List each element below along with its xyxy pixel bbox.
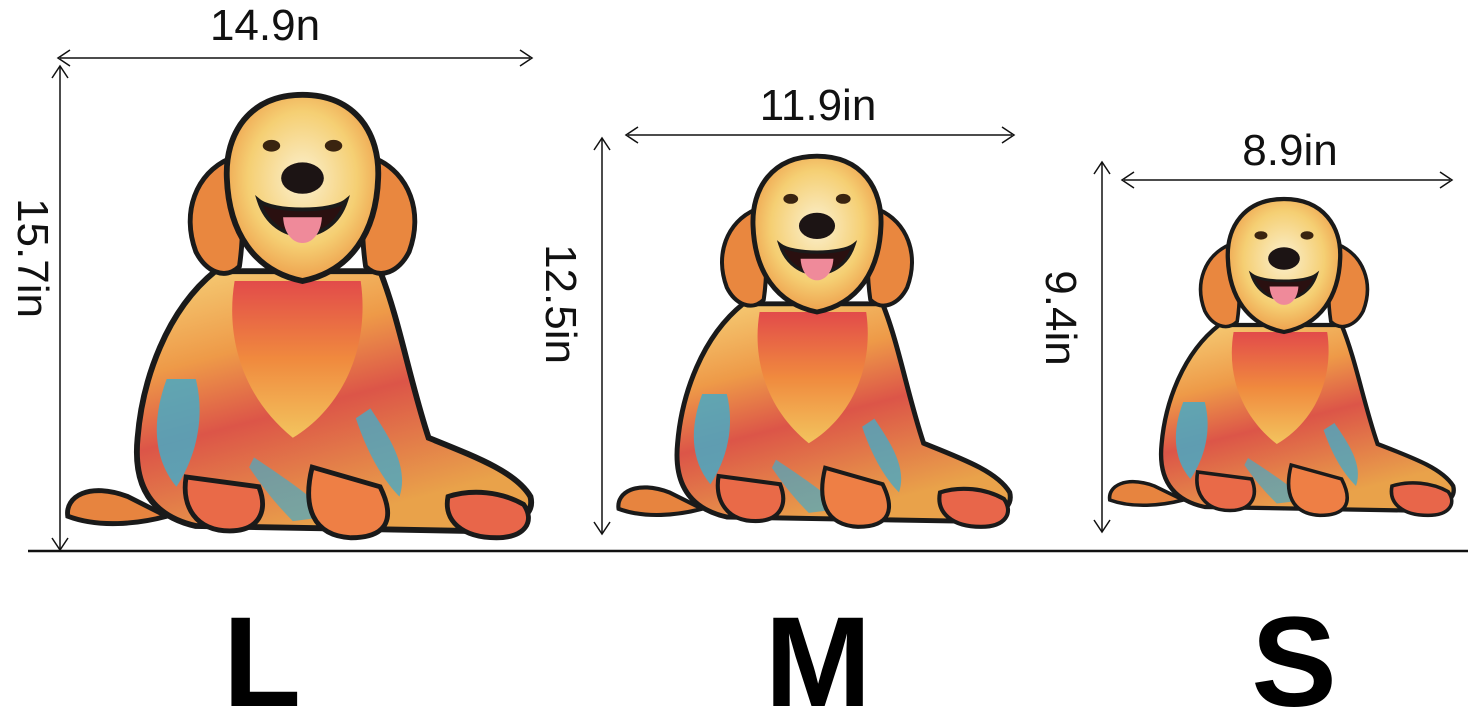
size-m-height-arrow bbox=[593, 136, 611, 536]
size-m-height-label: 12.5in bbox=[536, 244, 585, 364]
size-l-group: 14.9n 15.7in L bbox=[8, 1, 532, 717]
size-m-width-label: 11.9in bbox=[760, 81, 877, 130]
size-l-letter: L bbox=[223, 591, 301, 717]
size-s-group: 8.9in 9.4in S bbox=[1036, 126, 1454, 717]
size-s-height-label: 9.4in bbox=[1036, 270, 1085, 365]
dog-illustration-small bbox=[1110, 199, 1454, 515]
dog-illustration-large bbox=[68, 95, 532, 538]
size-l-width-label: 14.9n bbox=[210, 1, 320, 50]
size-l-height-arrow bbox=[51, 64, 69, 552]
size-m-group: 11.9in 12.5in M bbox=[536, 81, 1016, 717]
size-s-letter: S bbox=[1251, 591, 1336, 717]
size-l-height-label: 15.7in bbox=[8, 198, 57, 318]
dog-illustration-medium bbox=[618, 156, 1010, 527]
size-m-width-arrow bbox=[624, 126, 1016, 144]
size-s-width-arrow bbox=[1120, 171, 1454, 189]
size-l-width-arrow bbox=[56, 49, 534, 67]
size-s-height-arrow bbox=[1093, 160, 1111, 534]
size-m-letter: M bbox=[765, 591, 872, 717]
size-s-width-label: 8.9in bbox=[1242, 126, 1337, 175]
